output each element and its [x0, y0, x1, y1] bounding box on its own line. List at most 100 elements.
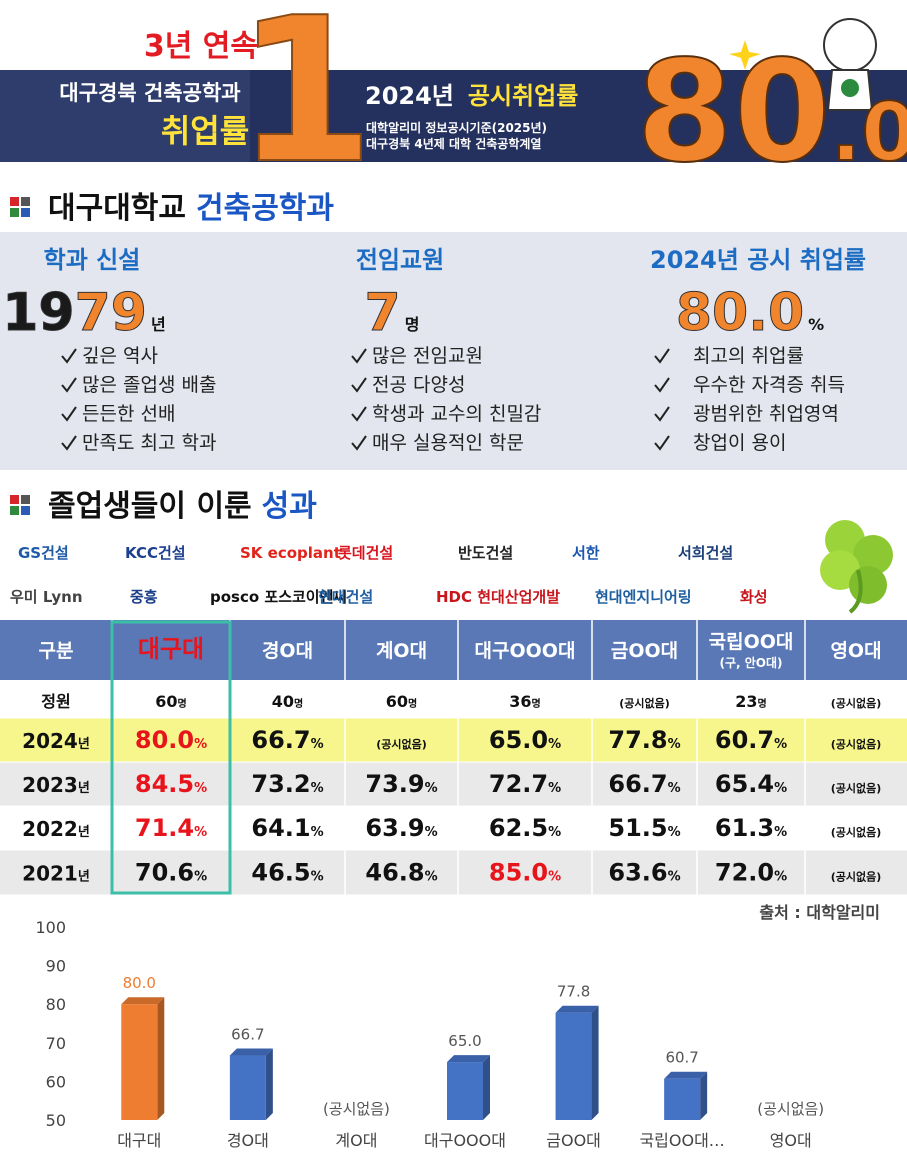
highlight-item: 깊은 역사: [82, 345, 158, 367]
row-label-unit: 년: [78, 870, 90, 885]
cell-value: 60: [386, 692, 408, 711]
table-cell: (공시없음): [831, 782, 882, 795]
table-row: [0, 680, 907, 718]
cell-unit: %: [311, 781, 324, 796]
cell-value: 46.5: [251, 859, 310, 887]
cell-unit: %: [425, 825, 438, 840]
x-tick-label: 계O대: [335, 1131, 377, 1150]
cell-unit: %: [194, 737, 207, 752]
bar-top: [555, 1005, 599, 1013]
heading-accent: 성과: [262, 489, 318, 524]
company-logo: posco 포스코이앤씨: [210, 588, 347, 606]
cell-value: 51.5: [608, 814, 667, 842]
table-cell: 77.8%: [608, 726, 680, 754]
heading-icon: [21, 197, 30, 206]
highlight-item: 많은 졸업생 배출: [82, 374, 216, 396]
cell-value: 72.0: [715, 859, 774, 887]
value-label: 80.0: [123, 974, 156, 992]
table-cell: 73.9%: [365, 770, 437, 798]
row-label: 2023년: [22, 773, 90, 797]
x-tick-label: 영O대: [770, 1131, 812, 1150]
cell-unit: %: [548, 825, 561, 840]
headline-text: 공시취업률: [468, 82, 578, 110]
cell-unit: %: [668, 781, 681, 796]
heading-school: 대구대학교: [48, 191, 186, 226]
check-mark: [654, 406, 670, 422]
table-row: [0, 850, 907, 895]
company-logo: 롯데건설: [338, 544, 393, 562]
table-cell: 63.9%: [365, 814, 437, 842]
highlight-number: 80.0%: [676, 283, 824, 343]
cell-value: 73.9: [365, 770, 424, 798]
check-mark: [351, 435, 367, 451]
column-header: 대구OOO대: [475, 640, 576, 662]
clover: [820, 520, 893, 614]
y-tick-label: 50: [46, 1111, 66, 1130]
cell-unit: %: [194, 825, 207, 840]
bar-top: [229, 1048, 273, 1056]
cell-value: 46.8: [365, 859, 424, 887]
highlight-item: 최고의 취업률: [693, 345, 804, 367]
cell-value: 23: [735, 692, 757, 711]
cell-value: 80.0: [135, 726, 194, 754]
row-label: 2024년: [22, 729, 90, 753]
table-cell: (공시없음): [619, 697, 670, 710]
cell-value: 66.7: [251, 726, 310, 754]
cell-unit: %: [194, 870, 207, 885]
column-header: 영O대: [830, 640, 881, 662]
bar-top: [664, 1071, 708, 1079]
row-label-unit: 년: [78, 737, 90, 752]
company-logo: 현대엔지니어링: [595, 588, 692, 606]
cell-value: 60.7: [715, 726, 774, 754]
column-note: (구, 안O대): [719, 655, 782, 670]
cell-unit: %: [194, 781, 207, 796]
table-cell: 84.5%: [135, 770, 207, 798]
table-cell: 23명: [735, 692, 766, 711]
table-row: [0, 762, 907, 806]
highlight-title: 2024년 공시 취업률: [650, 246, 866, 274]
table-cell: 60.7%: [715, 726, 787, 754]
value-label: 60.7: [665, 1049, 698, 1067]
rate-dec: 0: [861, 86, 907, 179]
cell-unit: %: [774, 781, 787, 796]
table-cell: 60명: [155, 692, 186, 711]
highlight-item: 창업이 용이: [693, 432, 786, 454]
rate-dot: .: [831, 86, 861, 179]
cell-value: 60: [155, 692, 177, 711]
bar: [664, 1078, 701, 1120]
table-cell: 40명: [272, 692, 303, 711]
table-row: [0, 718, 907, 762]
company-logo: GS건설: [18, 544, 69, 562]
table-cell: 63.6%: [608, 859, 680, 887]
company-logo: 서한: [572, 544, 600, 562]
cell-value: (공시없음): [831, 826, 882, 839]
table-header: [0, 620, 907, 680]
check-mark: [654, 435, 670, 451]
y-tick-label: 60: [46, 1072, 66, 1091]
cell-value: 66.7: [608, 770, 667, 798]
cell-value: 71.4: [135, 814, 194, 842]
row-label-text: 2022: [22, 817, 78, 841]
cell-unit: %: [774, 737, 787, 752]
cell-value: (공시없음): [619, 697, 670, 710]
cell-unit: 명: [532, 697, 541, 710]
row-label-unit: 년: [78, 781, 90, 796]
y-tick-label: 70: [46, 1034, 66, 1053]
table-cell: (공시없음): [831, 738, 882, 751]
y-tick-label: 80: [46, 995, 66, 1014]
cell-value: 85.0: [489, 859, 548, 887]
highlight-item: 든든한 선배: [82, 403, 175, 425]
cell-unit: %: [311, 737, 324, 752]
column-header: 구분: [39, 640, 74, 662]
table-cell: (공시없음): [831, 697, 882, 710]
highlight-item: 학생과 교수의 친밀감: [372, 403, 541, 425]
company-logo: 서희건설: [678, 544, 733, 562]
bar-side: [483, 1055, 490, 1120]
value-label: 66.7: [231, 1026, 264, 1044]
cell-unit: %: [548, 737, 561, 752]
column-header: 대구대: [138, 635, 204, 663]
highlight-item: 많은 전임교원: [372, 345, 483, 367]
x-tick-label: 국립OO대…: [639, 1131, 724, 1150]
heading-icon: [10, 495, 19, 504]
